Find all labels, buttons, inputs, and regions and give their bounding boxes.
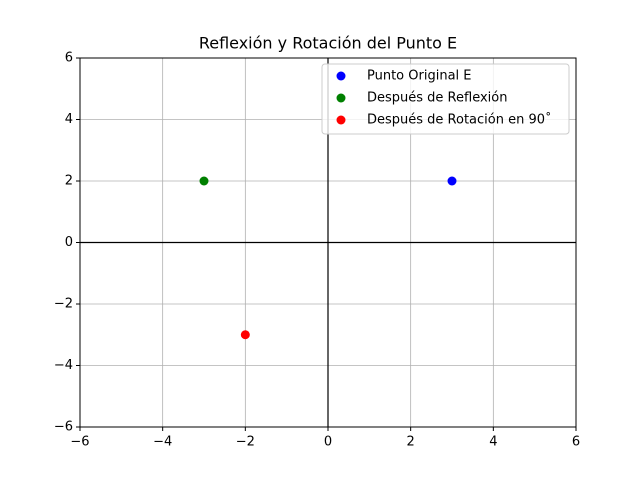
x-tick-label: 2 — [407, 435, 415, 450]
x-tick-label: 0 — [324, 435, 332, 450]
x-tick-label: 6 — [572, 435, 580, 450]
y-tick-label: 4 — [65, 112, 73, 127]
x-tick-label: −2 — [236, 435, 255, 450]
y-tick-label: 2 — [65, 174, 73, 189]
legend-marker — [336, 71, 346, 81]
point — [240, 330, 250, 340]
legend-label: Punto Original E — [367, 69, 472, 84]
x-tick-label: 4 — [489, 435, 497, 450]
point — [447, 176, 457, 186]
y-tick-label: −6 — [54, 420, 73, 435]
y-tick-label: 0 — [65, 235, 73, 250]
legend-box — [321, 63, 570, 135]
legend-label: Después de Reflexión — [367, 91, 507, 106]
y-tick-label: 6 — [65, 51, 73, 66]
chart-title: Reflexión y Rotación del Punto E — [199, 34, 457, 53]
legend-label: Después de Rotación en 90˚ — [367, 112, 552, 128]
legend-marker — [336, 115, 346, 125]
point — [199, 176, 209, 186]
x-tick-label: −6 — [70, 435, 89, 450]
plot-frame — [79, 57, 577, 428]
legend-marker — [336, 93, 346, 103]
y-tick-label: −4 — [54, 358, 73, 373]
x-tick-label: −4 — [153, 435, 172, 450]
y-tick-label: −2 — [54, 297, 73, 312]
